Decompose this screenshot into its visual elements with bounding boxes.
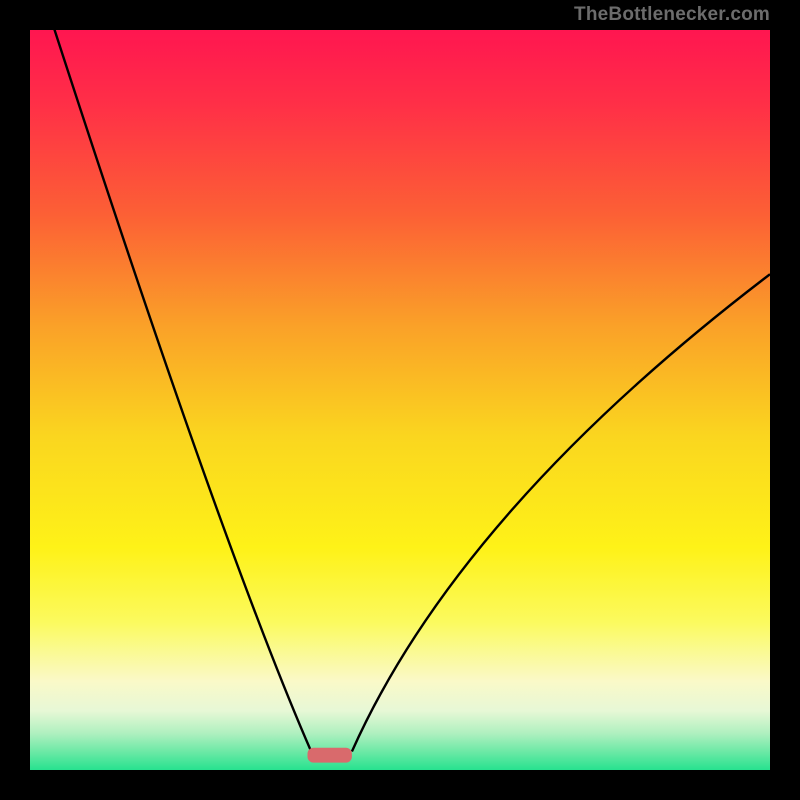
chart-frame: TheBottlenecker.com	[0, 0, 800, 800]
bottleneck-chart	[0, 0, 800, 800]
watermark-text: TheBottlenecker.com	[574, 4, 770, 26]
optimal-marker	[308, 748, 352, 763]
